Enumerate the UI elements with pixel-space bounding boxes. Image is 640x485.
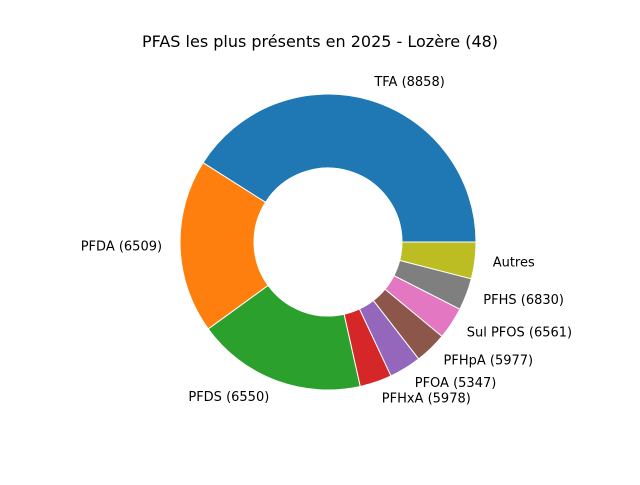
- slice-label: PFHS (6830): [483, 293, 564, 308]
- pie-slice: [399, 241, 477, 280]
- slice-label: PFHxA (5978): [382, 392, 471, 407]
- slice-label: TFA (8858): [373, 75, 444, 90]
- slice-label: Sul PFOS (6561): [467, 326, 572, 341]
- slice-label: PFHpA (5977): [444, 354, 534, 369]
- pie-slice: [207, 284, 361, 391]
- slice-label: PFDS (6550): [188, 390, 269, 405]
- slice-label: Autres: [493, 255, 535, 270]
- slice-label: PFOA (5347): [415, 376, 497, 391]
- slice-label: PFDA (6509): [81, 240, 162, 255]
- chart-title: PFAS les plus présents en 2025 - Lozère …: [141, 32, 499, 51]
- pie-slice: [202, 93, 477, 243]
- pie-slice: [179, 162, 269, 330]
